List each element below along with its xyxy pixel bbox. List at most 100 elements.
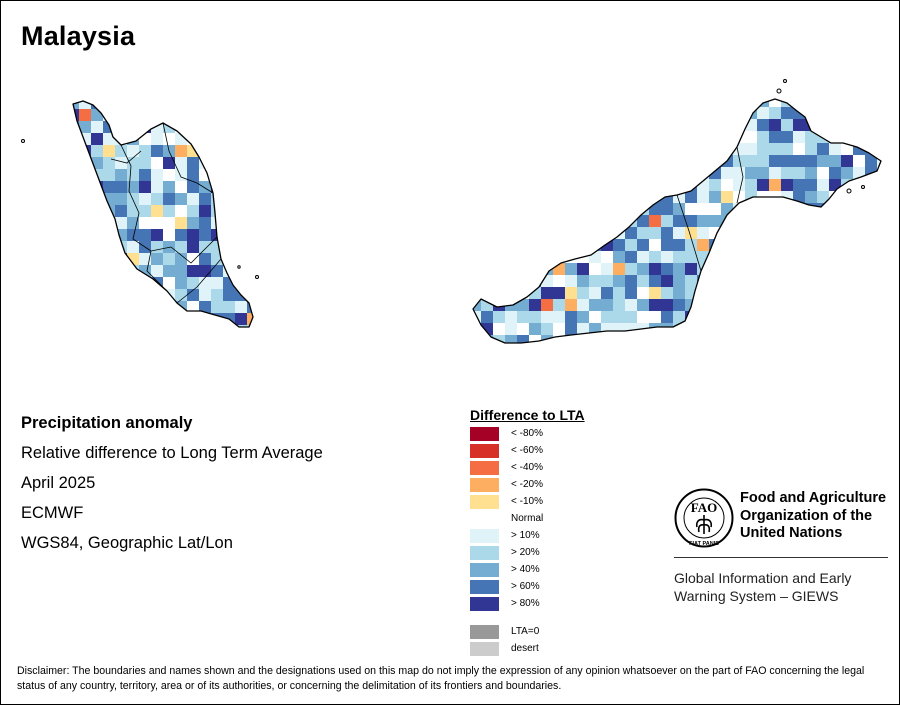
anomaly-cell [577, 263, 589, 275]
anomaly-cell [553, 299, 565, 311]
anomaly-cell [637, 131, 649, 143]
anomaly-cell [127, 301, 139, 313]
anomaly-cell [151, 313, 163, 325]
anomaly-cell [649, 299, 661, 311]
anomaly-cell [673, 287, 685, 299]
anomaly-cell [529, 191, 541, 203]
anomaly-cell [721, 119, 733, 131]
anomaly-cell [139, 253, 151, 265]
anomaly-cell [175, 205, 187, 217]
anomaly-cell [247, 101, 253, 109]
anomaly-cell [577, 119, 589, 131]
anomaly-cell [829, 227, 841, 239]
anomaly-cell [637, 251, 649, 263]
anomaly-cell [649, 275, 661, 287]
anomaly-cell [565, 167, 577, 179]
anomaly-cell [199, 145, 211, 157]
anomaly-cell [235, 301, 247, 313]
anomaly-cell [199, 313, 211, 325]
anomaly-cell [505, 251, 517, 263]
anomaly-cell [649, 335, 661, 343]
anomaly-cell [473, 287, 481, 299]
anomaly-cell [745, 131, 757, 143]
anomaly-cell [829, 311, 841, 323]
anomaly-cell [661, 311, 673, 323]
anomaly-cell [175, 289, 187, 301]
anomaly-cell [757, 143, 769, 155]
anomaly-cell [115, 301, 127, 313]
anomaly-cell [709, 275, 721, 287]
anomaly-cell [529, 323, 541, 335]
anomaly-cell [637, 179, 649, 191]
anomaly-cell [103, 157, 115, 169]
anomaly-cell [745, 239, 757, 251]
anomaly-cell [757, 227, 769, 239]
anomaly-cell [589, 203, 601, 215]
anomaly-cell [577, 275, 589, 287]
anomaly-cell [79, 193, 91, 205]
anomaly-cell [745, 155, 757, 167]
anomaly-cell [877, 227, 881, 239]
anomaly-cell [517, 167, 529, 179]
anomaly-cell [73, 253, 79, 265]
anomaly-cell [481, 131, 493, 143]
anomaly-cell [661, 143, 673, 155]
anomaly-cell [493, 287, 505, 299]
anomaly-cell [709, 155, 721, 167]
anomaly-cell [115, 121, 127, 133]
anomaly-cell [685, 167, 697, 179]
anomaly-cell [601, 155, 613, 167]
anomaly-cell [79, 217, 91, 229]
anomaly-cell [625, 299, 637, 311]
anomaly-cell [103, 325, 115, 327]
anomaly-cell [865, 191, 877, 203]
anomaly-cell [199, 277, 211, 289]
anomaly-cell [505, 179, 517, 191]
anomaly-cell [793, 203, 805, 215]
anomaly-cell [517, 107, 529, 119]
anomaly-cell [529, 179, 541, 191]
anomaly-cell [649, 287, 661, 299]
anomaly-cell [481, 191, 493, 203]
anomaly-cell [709, 263, 721, 275]
anomaly-cell [79, 301, 91, 313]
anomaly-cell [565, 311, 577, 323]
anomaly-cell [817, 335, 829, 343]
anomaly-cell [769, 239, 781, 251]
anomaly-cell [877, 287, 881, 299]
anomaly-cell [733, 335, 745, 343]
anomaly-cell [817, 99, 829, 107]
peninsular-malaysia-grid [73, 101, 253, 327]
anomaly-cell [247, 157, 253, 169]
anomaly-cell [127, 121, 139, 133]
anomaly-cell [745, 215, 757, 227]
anomaly-cell [865, 323, 877, 335]
anomaly-cell [73, 277, 79, 289]
anomaly-cell [853, 311, 865, 323]
anomaly-cell [517, 179, 529, 191]
anomaly-cell [151, 241, 163, 253]
anomaly-cell [73, 133, 79, 145]
anomaly-cell [529, 299, 541, 311]
anomaly-cell [541, 179, 553, 191]
anomaly-cell [553, 131, 565, 143]
anomaly-cell [805, 143, 817, 155]
anomaly-cell [589, 215, 601, 227]
anomaly-cell [247, 193, 253, 205]
fao-logo-letters: FAO [691, 500, 717, 515]
anomaly-cell [577, 287, 589, 299]
anomaly-cell [781, 167, 793, 179]
anomaly-cell [805, 311, 817, 323]
anomaly-cell [769, 275, 781, 287]
anomaly-cell [541, 119, 553, 131]
anomaly-cell [91, 217, 103, 229]
anomaly-cell [721, 203, 733, 215]
anomaly-cell [625, 335, 637, 343]
anomaly-cell [841, 239, 853, 251]
anomaly-cell [769, 263, 781, 275]
anomaly-cell [199, 181, 211, 193]
anomaly-cell [517, 191, 529, 203]
anomaly-cell [151, 205, 163, 217]
anomaly-cell [865, 107, 877, 119]
anomaly-cell [577, 323, 589, 335]
